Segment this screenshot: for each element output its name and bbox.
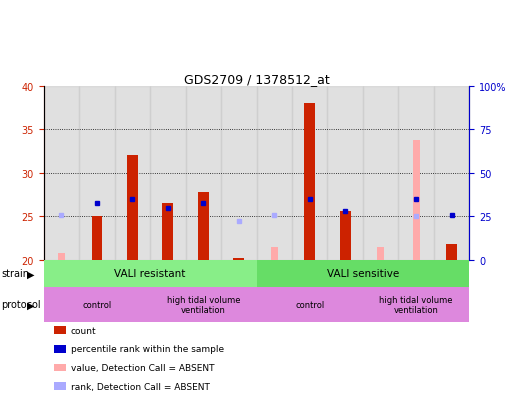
Bar xyxy=(114,87,150,260)
Text: VALI sensitive: VALI sensitive xyxy=(327,268,399,279)
Bar xyxy=(127,156,137,260)
Bar xyxy=(44,260,256,287)
Bar xyxy=(327,87,363,260)
Bar xyxy=(256,287,363,322)
Bar xyxy=(413,140,420,260)
Text: control: control xyxy=(82,300,111,309)
Text: VALI resistant: VALI resistant xyxy=(114,268,186,279)
Bar xyxy=(44,87,79,260)
Bar xyxy=(150,87,186,260)
Bar xyxy=(150,287,256,322)
Bar xyxy=(446,244,457,260)
Bar xyxy=(44,287,150,322)
Bar xyxy=(271,247,278,260)
Text: high tidal volume
ventilation: high tidal volume ventilation xyxy=(167,295,240,314)
Bar xyxy=(377,247,384,260)
Bar xyxy=(363,87,399,260)
Text: rank, Detection Call = ABSENT: rank, Detection Call = ABSENT xyxy=(71,382,210,391)
Bar xyxy=(186,87,221,260)
Text: ▶: ▶ xyxy=(27,268,34,279)
Text: ▶: ▶ xyxy=(27,299,34,310)
Bar xyxy=(198,192,209,260)
Bar xyxy=(163,204,173,260)
Bar xyxy=(91,217,102,260)
Text: value, Detection Call = ABSENT: value, Detection Call = ABSENT xyxy=(71,363,214,372)
Text: protocol: protocol xyxy=(1,299,41,310)
Bar xyxy=(58,253,65,260)
Bar xyxy=(399,87,434,260)
Title: GDS2709 / 1378512_at: GDS2709 / 1378512_at xyxy=(184,73,329,85)
Bar xyxy=(363,287,469,322)
Text: count: count xyxy=(71,326,96,335)
Bar xyxy=(292,87,327,260)
Text: high tidal volume
ventilation: high tidal volume ventilation xyxy=(380,295,453,314)
Bar xyxy=(340,211,350,260)
Text: control: control xyxy=(295,300,324,309)
Bar xyxy=(256,87,292,260)
Bar xyxy=(434,87,469,260)
Bar xyxy=(233,259,244,260)
Bar xyxy=(79,87,114,260)
Text: percentile rank within the sample: percentile rank within the sample xyxy=(71,344,224,354)
Text: strain: strain xyxy=(1,268,29,279)
Bar xyxy=(256,260,469,287)
Bar xyxy=(221,87,256,260)
Bar xyxy=(304,104,315,260)
